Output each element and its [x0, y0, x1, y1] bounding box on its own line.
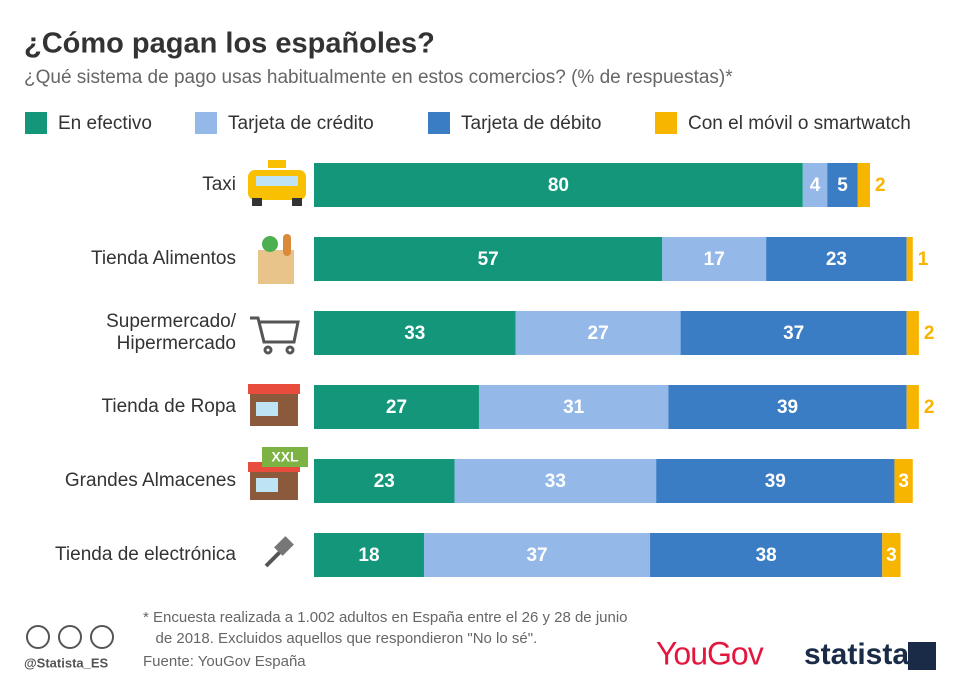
bar-segment	[314, 385, 479, 429]
value-label: 18	[358, 545, 379, 566]
bar-segment	[827, 163, 858, 207]
legend-swatch	[428, 112, 450, 134]
category-label: Tienda Alimentos	[90, 248, 236, 269]
bar-segment	[314, 237, 663, 281]
bar-segment	[314, 163, 803, 207]
value-label: 4	[810, 175, 821, 196]
legend-label: Tarjeta de débito	[461, 113, 602, 134]
cart-icon	[250, 316, 300, 355]
bar-segment	[680, 311, 907, 355]
bar-segment	[766, 237, 907, 281]
bar-segment	[314, 311, 516, 355]
legend-swatch	[25, 112, 47, 134]
category-label: Taxi	[202, 174, 236, 195]
value-label: 27	[386, 397, 407, 418]
bar-segment	[882, 533, 901, 577]
chart-subtitle: ¿Qué sistema de pago usas habitualmente …	[24, 67, 733, 88]
plug-icon	[264, 536, 294, 568]
bar-segment	[906, 385, 919, 429]
value-label: 38	[756, 545, 777, 566]
bar-segment	[454, 459, 657, 503]
legend-label: Tarjeta de crédito	[228, 113, 374, 134]
value-label: 5	[837, 175, 848, 196]
value-label: 37	[783, 323, 804, 344]
legend-swatch	[655, 112, 677, 134]
legend-swatch	[195, 112, 217, 134]
category-label: Grandes Almacenes	[64, 470, 236, 491]
value-label: 23	[826, 249, 847, 270]
grocery-icon	[258, 234, 294, 284]
badge-text: XXL	[271, 449, 299, 465]
bar-segment	[802, 163, 828, 207]
value-label: 23	[374, 471, 395, 492]
category-label: Tienda de Ropa	[101, 396, 236, 417]
value-label: 80	[548, 175, 569, 196]
category-label: Tienda de electrónica	[55, 544, 236, 565]
value-label: 33	[545, 471, 566, 492]
bar-segment	[314, 533, 424, 577]
bar-segment	[662, 237, 767, 281]
bar-segment	[668, 385, 907, 429]
value-label: 57	[478, 249, 499, 270]
category-label: Supermercado/ Hipermercado	[106, 311, 236, 354]
bar-segment	[314, 459, 455, 503]
value-label: 27	[588, 323, 609, 344]
bar-segment	[906, 311, 919, 355]
logo: YouGov	[656, 635, 764, 671]
value-label: 2	[924, 397, 935, 418]
value-label: 33	[404, 323, 425, 344]
store-icon: XXL	[248, 447, 308, 500]
bar-segment	[857, 163, 871, 207]
handle: @Statista_ES	[24, 655, 109, 670]
value-label: 3	[886, 545, 897, 566]
cc-icons	[26, 625, 114, 649]
source: Fuente: YouGov España	[143, 653, 306, 670]
value-label: 2	[924, 323, 935, 344]
value-label: 3	[898, 471, 909, 492]
logo-mark	[908, 642, 936, 670]
bar-segment	[423, 533, 651, 577]
bar-segment	[656, 459, 895, 503]
legend-label: En efectivo	[58, 113, 152, 134]
value-label: 39	[765, 471, 786, 492]
legend-label: Con el móvil o smartwatch	[688, 113, 911, 134]
chart-title: ¿Cómo pagan los españoles?	[24, 28, 435, 60]
bar-segment	[906, 237, 913, 281]
value-label: 31	[563, 397, 585, 418]
value-label: 2	[875, 175, 886, 196]
bar-segment	[478, 385, 669, 429]
value-label: 17	[704, 249, 725, 270]
shop-icon	[248, 384, 300, 426]
bar-segment	[894, 459, 913, 503]
value-label: 39	[777, 397, 798, 418]
logo: statista	[804, 638, 909, 671]
value-label: 37	[526, 545, 547, 566]
bar-segment	[515, 311, 681, 355]
bar-segment	[650, 533, 883, 577]
value-label: 1	[918, 249, 929, 270]
footnote: * Encuesta realizada a 1.002 adultos en …	[143, 609, 628, 647]
taxi-icon	[248, 160, 306, 206]
